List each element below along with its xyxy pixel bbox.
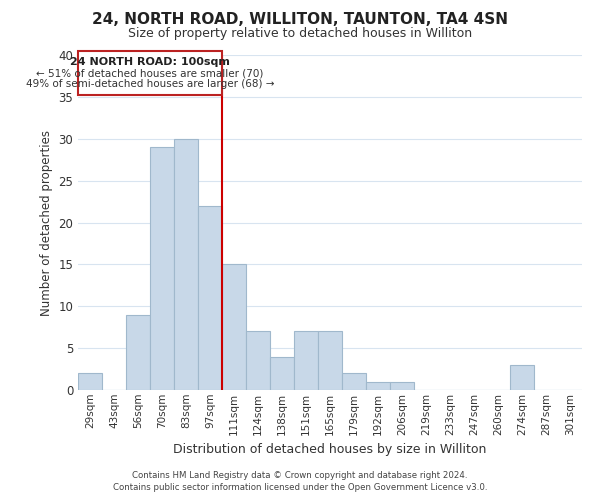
Bar	[366, 382, 390, 390]
Bar	[270, 356, 294, 390]
Text: ← 51% of detached houses are smaller (70): ← 51% of detached houses are smaller (70…	[37, 68, 263, 78]
Bar	[318, 332, 342, 390]
Text: Size of property relative to detached houses in Williton: Size of property relative to detached ho…	[128, 28, 472, 40]
Y-axis label: Number of detached properties: Number of detached properties	[40, 130, 53, 316]
Bar	[198, 206, 222, 390]
X-axis label: Distribution of detached houses by size in Williton: Distribution of detached houses by size …	[173, 443, 487, 456]
Text: 24, NORTH ROAD, WILLITON, TAUNTON, TA4 4SN: 24, NORTH ROAD, WILLITON, TAUNTON, TA4 4…	[92, 12, 508, 28]
Text: 24 NORTH ROAD: 100sqm: 24 NORTH ROAD: 100sqm	[70, 56, 230, 66]
Bar	[78, 373, 102, 390]
Bar	[174, 138, 198, 390]
Bar	[246, 332, 270, 390]
Bar	[390, 382, 414, 390]
Bar	[222, 264, 246, 390]
Bar	[510, 365, 534, 390]
FancyBboxPatch shape	[78, 51, 222, 95]
Bar	[150, 147, 174, 390]
Bar	[342, 373, 366, 390]
Text: Contains HM Land Registry data © Crown copyright and database right 2024.
Contai: Contains HM Land Registry data © Crown c…	[113, 471, 487, 492]
Bar	[294, 332, 318, 390]
Bar	[126, 314, 150, 390]
Text: 49% of semi-detached houses are larger (68) →: 49% of semi-detached houses are larger (…	[26, 80, 274, 90]
